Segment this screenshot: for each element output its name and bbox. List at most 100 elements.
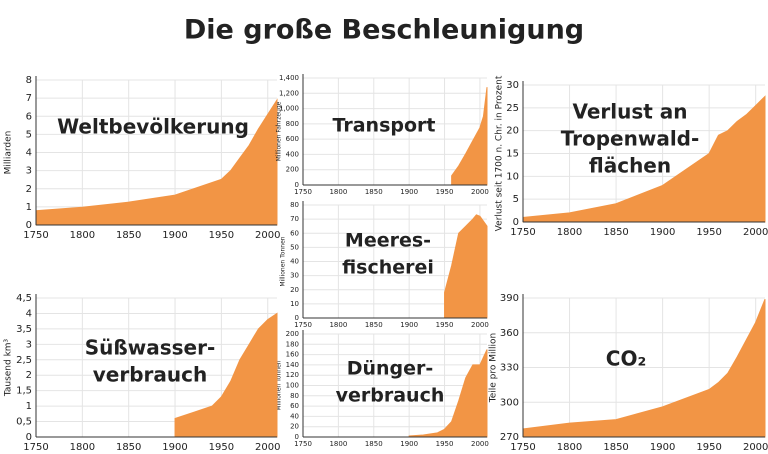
y-tick-label: 0 [26,220,32,231]
x-tick-label: 1900 [650,442,675,453]
area [522,95,766,223]
y-tick-label: 360 [500,328,519,339]
x-tick-label: 1800 [329,188,347,196]
y-tick-label: 2,5 [16,355,32,366]
chart-title: Tropenwald- [561,127,700,151]
x-tick-label: 1750 [23,442,48,453]
y-tick-label: 10 [290,300,299,308]
y-tick-label: 100 [286,382,299,390]
x-tick-label: 1850 [365,188,383,196]
x-tick-label: 1750 [23,230,48,241]
y-tick-label: 5 [26,129,32,140]
y-tick-label: 2 [26,370,32,381]
y-tick-label: 1,5 [16,386,32,397]
y-tick-label: 80 [290,201,299,209]
y-tick-label: 3,5 [16,324,32,335]
y-tick-label: 200 [286,166,299,174]
x-tick-label: 1800 [557,227,582,238]
x-tick-label: 1850 [116,442,141,453]
y-tick-label: 4 [26,148,32,159]
y-tick-label: 1,400 [279,74,299,82]
x-tick-label: 2000 [255,230,280,241]
x-tick-label: 1850 [603,442,628,453]
y-tick-label: 40 [290,258,299,266]
x-tick-label: 1800 [329,440,347,448]
y-tick-label: 300 [500,397,519,408]
x-tick-label: 1800 [329,321,347,329]
x-tick-label: 1950 [436,440,454,448]
x-tick-label: 1900 [650,227,675,238]
y-tick-label: 30 [290,272,299,280]
x-tick-label: 1900 [162,442,187,453]
y-tick-label: 1,200 [279,89,299,97]
y-tick-label: 120 [286,371,299,379]
y-tick-label: 0,5 [16,417,32,428]
chart-title: Transport [332,115,435,137]
y-tick-label: 8 [26,75,32,86]
x-tick-label: 1800 [557,442,582,453]
y-tick-label: 1,000 [279,105,299,113]
y-tick-label: 800 [286,120,299,128]
chart-title: Süßwasser- [85,336,216,360]
x-tick-label: 1950 [436,321,454,329]
y-tick-label: 4,5 [16,293,32,304]
area [174,312,278,438]
x-tick-label: 2000 [471,321,489,329]
x-tick-label: 2000 [471,440,489,448]
y-tick-label: 70 [290,215,299,223]
chart-title: Meeres- [345,230,431,252]
y-tick-label: 50 [290,243,299,251]
y-tick-label: 40 [290,412,299,420]
x-tick-label: 1800 [70,442,95,453]
chart-title: verbrauch [93,363,207,387]
page-title: Die große Beschleunigung [184,15,584,46]
y-tick-label: 6 [26,111,32,122]
y-tick-label: 20 [506,126,519,137]
y-tick-label: 5 [513,194,519,205]
area [35,98,278,226]
y-tick-label: 0 [295,433,299,441]
y-axis-label: Milliarden [4,131,14,175]
chart-title: Dünger- [347,358,434,380]
x-tick-label: 1850 [603,227,628,238]
x-tick-label: 1750 [510,227,535,238]
x-tick-label: 1800 [70,230,95,241]
y-tick-label: 20 [290,286,299,294]
x-tick-label: 1850 [365,440,383,448]
x-tick-label: 1850 [116,230,141,241]
y-tick-label: 60 [290,229,299,237]
x-tick-label: 2000 [471,188,489,196]
y-tick-label: 0 [26,432,32,443]
x-tick-label: 1950 [696,227,721,238]
chart-title: flächen [589,154,671,178]
y-tick-label: 270 [500,432,519,443]
x-tick-label: 1900 [400,188,418,196]
y-tick-label: 180 [286,340,299,348]
x-tick-label: 1950 [436,188,454,196]
y-tick-label: 10 [506,171,519,182]
x-tick-label: 1900 [162,230,187,241]
x-tick-label: 1850 [365,321,383,329]
x-tick-label: 2000 [743,442,768,453]
y-axis-label: Millionen Tonnen [276,360,283,410]
y-axis-label: Millionen Tonnen [280,236,287,286]
y-tick-label: 3 [26,166,32,177]
x-tick-label: 1750 [294,440,312,448]
y-tick-label: 80 [290,392,299,400]
x-tick-label: 1900 [400,321,418,329]
y-axis-label: Millionen Fahrzeuge [276,101,283,161]
chart-title: fischerei [342,257,434,279]
chart-title: Weltbevölkerung [57,115,249,139]
y-tick-label: 160 [286,351,299,359]
y-tick-label: 4 [26,308,32,319]
y-tick-label: 0 [513,217,519,228]
x-tick-label: 1750 [294,188,312,196]
x-tick-label: 1950 [209,230,234,241]
chart-title: verbrauch [336,385,445,407]
y-tick-label: 7 [26,93,32,104]
chart-title: Verlust an [572,100,687,124]
y-tick-label: 0 [295,181,299,189]
y-tick-label: 30 [506,80,519,91]
area [451,87,488,186]
